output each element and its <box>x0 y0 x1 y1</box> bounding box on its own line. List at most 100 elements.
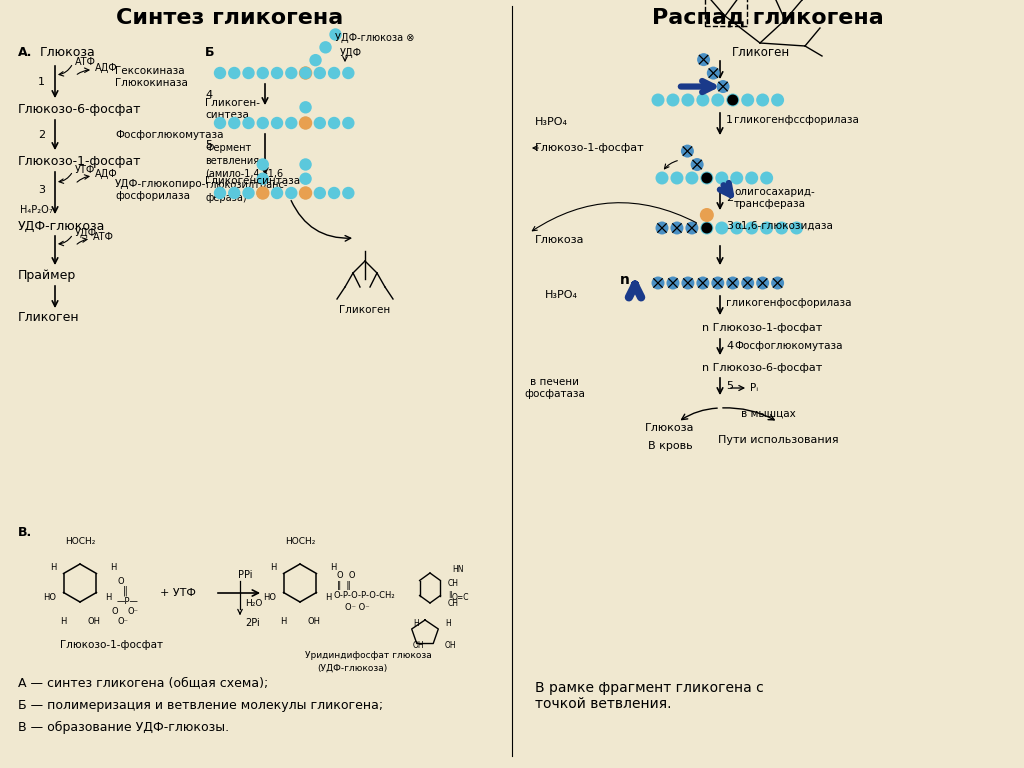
Text: n: n <box>620 273 630 287</box>
Text: Пути использования: Пути использования <box>718 435 839 445</box>
Text: O: O <box>117 577 124 585</box>
Text: АТФ: АТФ <box>75 57 96 67</box>
Text: Гексокиназа
Глюкокиназа: Гексокиназа Глюкокиназа <box>115 66 187 88</box>
Circle shape <box>745 221 758 234</box>
Text: 2Pi: 2Pi <box>245 618 260 628</box>
Circle shape <box>328 117 340 129</box>
Circle shape <box>696 94 710 107</box>
Text: АТФ: АТФ <box>93 232 114 242</box>
Circle shape <box>655 221 669 234</box>
Circle shape <box>257 67 269 79</box>
Circle shape <box>756 276 769 290</box>
Text: Гликоген-
синтеза: Гликоген- синтеза <box>205 98 260 121</box>
Text: H: H <box>110 564 117 572</box>
Text: H: H <box>325 594 332 603</box>
Text: в печени
фосфатаза: в печени фосфатаза <box>524 377 586 399</box>
Text: n Глюкозо-1-фосфат: n Глюкозо-1-фосфат <box>702 323 822 333</box>
Text: H: H <box>50 564 56 572</box>
Text: + УТФ: + УТФ <box>160 588 196 598</box>
Text: А.: А. <box>18 47 33 59</box>
Text: Pᵢ: Pᵢ <box>750 383 758 393</box>
Circle shape <box>712 94 724 107</box>
Text: 2: 2 <box>38 130 45 140</box>
Circle shape <box>257 173 269 185</box>
Text: УДФ-глюкоза ⊗: УДФ-глюкоза ⊗ <box>335 33 415 43</box>
Text: PPi: PPi <box>238 570 253 580</box>
Text: O=C: O=C <box>452 594 469 603</box>
Text: 1: 1 <box>726 115 733 125</box>
Text: Праймер: Праймер <box>18 270 76 283</box>
Text: 2: 2 <box>726 193 733 203</box>
Text: Н₃РО₄: Н₃РО₄ <box>545 290 578 300</box>
Text: Фосфоглюкомутаза: Фосфоглюкомутаза <box>115 130 223 140</box>
Text: УДФ: УДФ <box>340 48 362 58</box>
Text: HN: HN <box>452 565 464 574</box>
Text: гликогенфосфорилаза: гликогенфосфорилаза <box>726 298 852 308</box>
Text: В кровь: В кровь <box>648 441 692 451</box>
Circle shape <box>299 173 311 185</box>
Text: Глюкоза: Глюкоза <box>645 423 694 433</box>
Text: O⁻: O⁻ <box>127 607 138 615</box>
Circle shape <box>228 67 241 79</box>
Circle shape <box>342 187 354 199</box>
Circle shape <box>771 94 784 107</box>
Text: HO: HO <box>43 594 56 603</box>
Circle shape <box>270 67 284 79</box>
Text: 4: 4 <box>726 341 733 351</box>
Text: H: H <box>413 618 419 627</box>
Circle shape <box>330 28 342 41</box>
Circle shape <box>328 187 340 199</box>
Text: OH: OH <box>87 617 100 625</box>
Text: Гликогенсинтаза: Гликогенсинтаза <box>205 176 300 186</box>
Circle shape <box>671 221 683 234</box>
Circle shape <box>214 187 226 199</box>
Text: Уридиндифосфат глюкоза: Уридиндифосфат глюкоза <box>305 650 432 660</box>
Text: H: H <box>105 594 112 603</box>
Circle shape <box>228 117 241 129</box>
Circle shape <box>681 276 694 290</box>
Circle shape <box>712 276 724 290</box>
Circle shape <box>791 221 803 234</box>
Circle shape <box>726 94 739 107</box>
Circle shape <box>328 67 340 79</box>
Text: OH: OH <box>445 641 457 650</box>
Circle shape <box>319 41 332 54</box>
Circle shape <box>256 187 269 200</box>
Text: Гликоген: Гликоген <box>339 305 390 315</box>
Text: CH: CH <box>447 600 459 608</box>
Text: HOCH₂: HOCH₂ <box>285 537 315 545</box>
Text: 5: 5 <box>205 140 212 150</box>
Circle shape <box>285 67 298 79</box>
Circle shape <box>701 223 713 233</box>
Circle shape <box>313 187 326 199</box>
Circle shape <box>299 187 311 199</box>
Circle shape <box>655 171 669 184</box>
Text: Глюкозо-6-фосфат: Глюкозо-6-фосфат <box>18 104 141 117</box>
Circle shape <box>756 94 769 107</box>
Text: 4: 4 <box>205 90 212 100</box>
Circle shape <box>730 171 743 184</box>
Circle shape <box>717 80 729 93</box>
Text: HOCH₂: HOCH₂ <box>65 537 95 545</box>
Circle shape <box>716 171 728 184</box>
Text: А — синтез гликогена (общая схема);: А — синтез гликогена (общая схема); <box>18 677 268 690</box>
Circle shape <box>299 158 311 170</box>
Circle shape <box>257 187 269 199</box>
Circle shape <box>700 221 714 234</box>
Circle shape <box>690 158 703 171</box>
Circle shape <box>681 94 694 107</box>
Text: H: H <box>270 564 276 572</box>
Text: 1: 1 <box>38 77 45 87</box>
Circle shape <box>299 67 311 79</box>
Text: O⁻ O⁻: O⁻ O⁻ <box>345 604 370 613</box>
Text: Б: Б <box>205 47 214 59</box>
Circle shape <box>667 94 680 107</box>
Bar <box>705 0 746 26</box>
Circle shape <box>243 67 255 79</box>
Circle shape <box>681 144 694 157</box>
Text: O  O: O O <box>337 571 355 580</box>
Circle shape <box>243 117 255 129</box>
Text: n Глюкозо-6-фосфат: n Глюкозо-6-фосфат <box>702 363 822 373</box>
Text: Распад гликогена: Распад гликогена <box>652 8 884 28</box>
Text: H: H <box>445 618 451 627</box>
